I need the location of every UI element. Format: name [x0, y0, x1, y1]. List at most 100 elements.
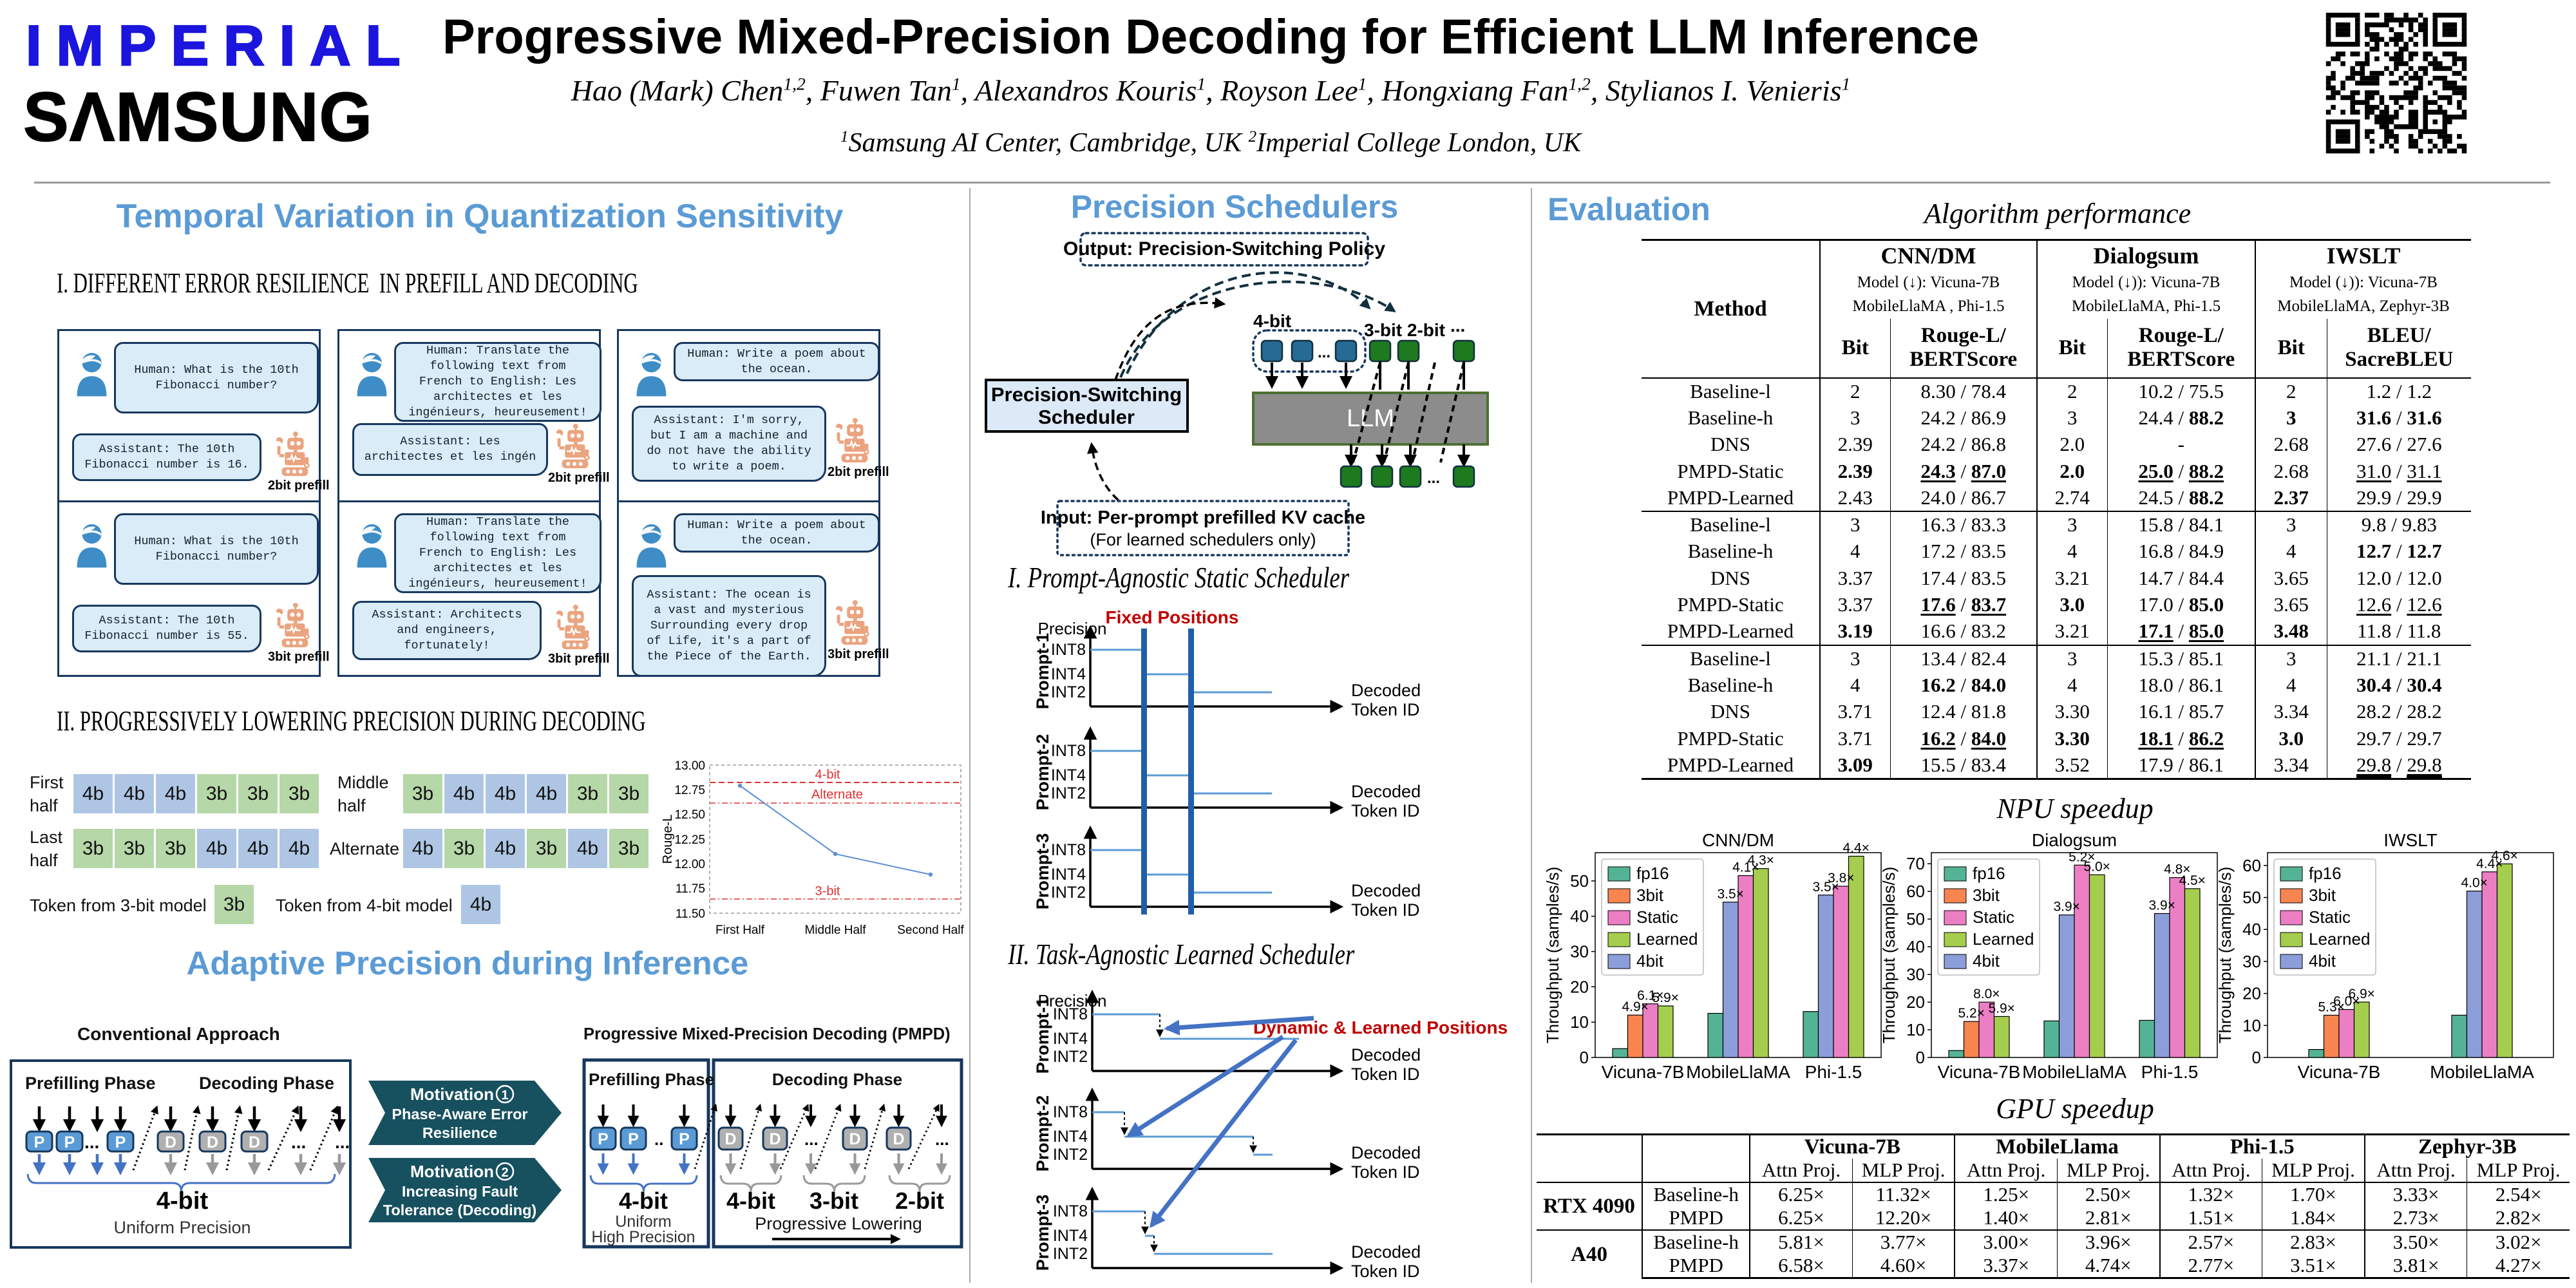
svg-text:2-bit: 2-bit: [895, 1188, 944, 1214]
svg-text:CNN/DM: CNN/DM: [1702, 830, 1774, 850]
svg-text:Token ID: Token ID: [1351, 700, 1420, 719]
svg-text:...: ...: [335, 1132, 350, 1152]
svg-text:Decoding Phase: Decoding Phase: [772, 1070, 902, 1089]
svg-text:D: D: [207, 1133, 218, 1151]
svg-text:P: P: [64, 1133, 75, 1151]
svg-text:Decoded: Decoded: [1351, 1045, 1421, 1065]
svg-text:5.3×: 5.3×: [2318, 999, 2344, 1014]
svg-text:Output: Precision-Switching Po: Output: Precision-Switching Policy: [1063, 238, 1385, 260]
svg-text:IWSLT: IWSLT: [2383, 830, 2437, 850]
svg-text:Tolerance (Decoding): Tolerance (Decoding): [383, 1202, 537, 1218]
svg-text:2: 2: [501, 1166, 508, 1180]
svg-text:Phi-1.5: Phi-1.5: [1805, 1062, 1862, 1082]
svg-text:First Half: First Half: [715, 923, 765, 937]
svg-text:60: 60: [2242, 856, 2261, 875]
svg-text:Second Half: Second Half: [897, 923, 964, 937]
svg-text:Precision-Switching: Precision-Switching: [991, 383, 1182, 406]
svg-text:13.00: 13.00: [674, 759, 705, 773]
svg-text:INT2: INT2: [1053, 1146, 1088, 1164]
svg-text:50: 50: [1906, 909, 1925, 929]
svg-text:3.5×: 3.5×: [1812, 880, 1839, 895]
svg-text:LLM: LLM: [1347, 405, 1394, 432]
svg-text:D: D: [724, 1130, 736, 1148]
svg-text:5.9×: 5.9×: [1988, 1001, 2014, 1016]
svg-text:20: 20: [1906, 992, 1925, 1012]
svg-text:0: 0: [1580, 1048, 1589, 1067]
svg-text:11.50: 11.50: [676, 907, 705, 921]
svg-text:P: P: [679, 1130, 690, 1148]
svg-text:INT4: INT4: [1053, 1227, 1088, 1245]
svg-text:INT4: INT4: [1053, 1030, 1088, 1048]
svg-text:4bit: 4bit: [2309, 951, 2336, 971]
svg-text:40: 40: [2242, 920, 2261, 939]
svg-text:INT8: INT8: [1053, 1103, 1088, 1121]
svg-text:INT4: INT4: [1051, 866, 1086, 884]
svg-text:0: 0: [1916, 1048, 1925, 1067]
svg-text:P: P: [598, 1130, 609, 1148]
svg-text:20: 20: [2242, 984, 2261, 1003]
svg-text:...: ...: [84, 1132, 99, 1152]
svg-text:Decoding Phase: Decoding Phase: [199, 1074, 334, 1093]
svg-text:Decoded: Decoded: [1351, 881, 1421, 900]
svg-text:4bit: 4bit: [1636, 951, 1664, 971]
svg-text:INT2: INT2: [1051, 683, 1086, 701]
svg-text:50: 50: [2242, 888, 2261, 907]
svg-text:Token ID: Token ID: [1351, 1262, 1420, 1281]
svg-text:Resilience: Resilience: [422, 1124, 497, 1141]
svg-text:D: D: [893, 1130, 904, 1148]
svg-text:INT2: INT2: [1051, 784, 1086, 802]
svg-text:Phase-Aware Error: Phase-Aware Error: [392, 1106, 527, 1122]
svg-text:Uniform Precision: Uniform Precision: [113, 1218, 251, 1237]
svg-text:4-bit: 4-bit: [619, 1188, 668, 1214]
svg-text:3.8×: 3.8×: [1828, 871, 1854, 886]
svg-text:3-bit: 3-bit: [815, 884, 840, 898]
svg-text:3-bit: 3-bit: [810, 1188, 858, 1214]
svg-text:6.1×: 6.1×: [1637, 989, 1663, 1003]
svg-text:D: D: [165, 1133, 176, 1151]
svg-text:INT8: INT8: [1053, 1005, 1088, 1023]
svg-text:0: 0: [2252, 1048, 2261, 1067]
svg-text:4bit: 4bit: [1973, 951, 2000, 971]
svg-text:Vicuna-7B: Vicuna-7B: [2298, 1062, 2381, 1082]
svg-text:Phi-1.5: Phi-1.5: [2141, 1062, 2199, 1082]
svg-text:Decoded: Decoded: [1351, 1242, 1421, 1262]
svg-text:INT4: INT4: [1053, 1128, 1088, 1146]
svg-text:Learned: Learned: [1973, 929, 2034, 949]
svg-text:Increasing Fault: Increasing Fault: [402, 1183, 518, 1200]
svg-text:Rouge-L: Rouge-L: [661, 815, 675, 864]
svg-text:Learned: Learned: [1636, 929, 1698, 949]
svg-text:High Precision: High Precision: [591, 1228, 695, 1246]
svg-text:Prefilling Phase: Prefilling Phase: [25, 1074, 156, 1093]
svg-text:4-bit: 4-bit: [156, 1188, 209, 1215]
svg-text:4.5×: 4.5×: [2179, 873, 2205, 888]
svg-text:fp16: fp16: [1973, 864, 2005, 883]
svg-text:Prefilling Phase: Prefilling Phase: [589, 1070, 714, 1089]
svg-text:Token ID: Token ID: [1351, 1162, 1420, 1182]
svg-text:3.5×: 3.5×: [1717, 887, 1743, 902]
svg-text:INT4: INT4: [1051, 766, 1086, 784]
svg-text:4-bit: 4-bit: [1253, 311, 1291, 331]
svg-text:INT4: INT4: [1051, 665, 1086, 683]
svg-text:...: ...: [291, 1132, 306, 1152]
svg-text:P: P: [628, 1130, 639, 1148]
svg-text:...: ...: [935, 1130, 949, 1149]
svg-text:Fixed Positions: Fixed Positions: [1106, 607, 1239, 627]
svg-text:10: 10: [1570, 1012, 1589, 1032]
svg-text:3-bit 2-bit: 3-bit 2-bit: [1364, 320, 1445, 340]
svg-text:Token ID: Token ID: [1351, 1065, 1420, 1084]
svg-text:10: 10: [1906, 1020, 1925, 1039]
svg-text:Motivation: Motivation: [410, 1084, 494, 1104]
svg-text:4.0×: 4.0×: [2461, 876, 2487, 891]
svg-text:12.50: 12.50: [674, 808, 705, 822]
svg-text:Static: Static: [1973, 907, 2014, 927]
svg-text:4-bit: 4-bit: [726, 1188, 775, 1214]
svg-text:Vicuna-7B: Vicuna-7B: [1602, 1062, 1685, 1082]
svg-text:Decoded: Decoded: [1351, 681, 1421, 700]
svg-text:Prompt-2: Prompt-2: [1033, 734, 1052, 811]
svg-text:6.9×: 6.9×: [2348, 987, 2374, 1001]
svg-text:..: ..: [654, 1130, 663, 1149]
svg-text:30: 30: [2242, 952, 2261, 971]
svg-text:D: D: [769, 1130, 781, 1148]
svg-text:3.9×: 3.9×: [2053, 900, 2079, 914]
svg-text:INT8: INT8: [1053, 1202, 1088, 1220]
